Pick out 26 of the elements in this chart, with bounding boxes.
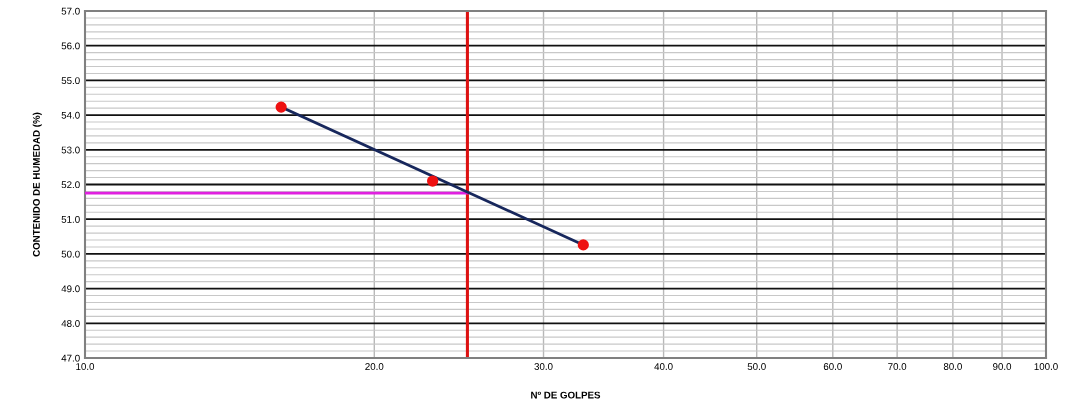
x-tick-label: 100.0 — [1034, 363, 1058, 370]
y-tick-label: 52.0 — [61, 181, 80, 189]
y-tick-label: 51.0 — [61, 215, 80, 223]
x-tick-label: 80.0 — [943, 363, 962, 370]
y-tick-label: 50.0 — [61, 250, 80, 258]
y-tick-label: 57.0 — [61, 7, 80, 15]
y-tick-label: 53.0 — [61, 146, 80, 154]
point — [427, 175, 439, 187]
y-axis-title: CONTENIDO DE HUMEDAD (%) — [32, 112, 42, 257]
x-tick-label: 40.0 — [654, 363, 673, 370]
y-tick-label: 55.0 — [61, 77, 80, 85]
x-tick-label: 10.0 — [76, 363, 95, 370]
y-tick-label: 54.0 — [61, 111, 80, 119]
y-tick-label: 49.0 — [61, 285, 80, 293]
x-tick-label: 90.0 — [993, 363, 1012, 370]
x-tick-label: 30.0 — [534, 363, 553, 370]
x-axis-title: Nº DE GOLPES — [531, 391, 601, 399]
point — [577, 239, 589, 251]
y-tick-label: 56.0 — [61, 42, 80, 50]
y-tick-label: 47.0 — [61, 354, 80, 362]
x-tick-label: 20.0 — [365, 363, 384, 370]
x-tick-label: 60.0 — [823, 363, 842, 370]
x-tick-label: 50.0 — [747, 363, 766, 370]
x-tick-label: 70.0 — [888, 363, 907, 370]
y-tick-label: 48.0 — [61, 320, 80, 327]
point — [275, 101, 287, 113]
